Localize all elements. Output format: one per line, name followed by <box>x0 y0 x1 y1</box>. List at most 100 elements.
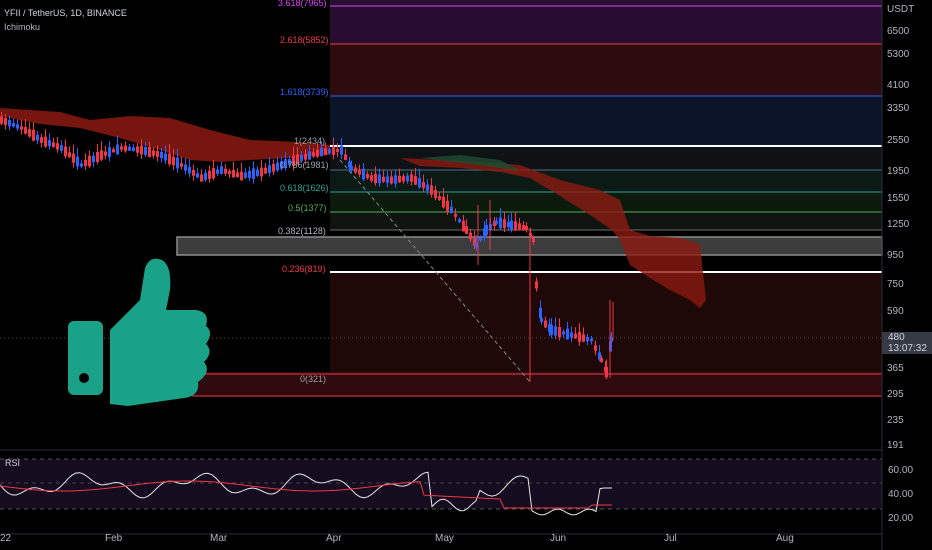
candle <box>370 175 373 181</box>
candle <box>196 173 199 178</box>
candle <box>32 129 35 141</box>
candle <box>236 172 239 178</box>
candle <box>473 238 476 246</box>
candle <box>68 152 71 158</box>
price-tick: 750 <box>887 279 904 290</box>
candle <box>598 352 601 360</box>
candle <box>438 196 441 200</box>
price-tick: 2550 <box>887 135 910 146</box>
fib-level-label: 0.5(1377) <box>288 203 327 213</box>
price-tick: 4100 <box>887 80 910 91</box>
candle <box>180 163 183 167</box>
rsi-ma-line <box>0 480 612 509</box>
candle <box>374 173 377 184</box>
candle <box>108 147 111 158</box>
candle <box>52 142 55 148</box>
candle <box>485 224 488 236</box>
time-tick: Feb <box>105 533 123 544</box>
candle <box>522 224 525 230</box>
time-tick: May <box>435 533 454 544</box>
candle <box>605 366 608 378</box>
fib-level-label: 0.382(1128) <box>278 226 326 236</box>
candle <box>164 153 167 161</box>
candle <box>422 182 425 189</box>
candle <box>558 327 561 337</box>
candle <box>168 153 171 165</box>
candle <box>493 221 496 227</box>
candle <box>574 333 577 339</box>
candle <box>354 167 357 173</box>
candle <box>172 156 175 166</box>
candle <box>332 146 335 155</box>
candle <box>320 147 323 157</box>
candle <box>582 334 585 342</box>
price-candles <box>0 111 614 382</box>
candle <box>100 150 103 160</box>
candle <box>300 155 303 161</box>
candle <box>442 196 445 208</box>
price-tick: 1950 <box>887 166 910 177</box>
candle <box>450 206 453 214</box>
fib-level-label: 3.618(7965) <box>278 0 327 8</box>
time-tick: Jul <box>664 533 677 544</box>
fib-level-label: 0.618(1626) <box>280 183 329 193</box>
candle <box>410 174 413 182</box>
candle <box>469 232 472 240</box>
candle <box>532 237 535 243</box>
candle <box>304 153 307 160</box>
rsi-label: RSI <box>5 458 21 468</box>
price-tick: 6500 <box>887 26 910 37</box>
candle <box>260 167 263 177</box>
candle <box>208 170 211 179</box>
candle <box>112 149 115 153</box>
candle <box>20 126 23 130</box>
candle <box>240 171 243 181</box>
symbol-title: YFII / TetherUS, 1D, BINANCE <box>4 8 127 18</box>
candle <box>232 169 235 178</box>
candle <box>128 146 131 151</box>
candle <box>350 165 353 171</box>
candle <box>483 228 486 238</box>
candle <box>554 326 557 336</box>
candle <box>600 358 603 362</box>
candle <box>566 328 569 340</box>
candle <box>148 146 151 158</box>
candle <box>465 226 468 234</box>
candle <box>216 169 219 174</box>
candle <box>284 159 287 169</box>
candle <box>64 146 67 157</box>
candle <box>394 175 397 184</box>
candle <box>535 281 538 289</box>
candle <box>40 137 43 143</box>
candle <box>4 118 7 126</box>
candle <box>36 134 39 141</box>
candle <box>252 168 255 179</box>
fib-level-label: 0(321) <box>300 374 327 384</box>
fib-level-label: 2.618(5852) <box>280 35 329 45</box>
candle <box>479 237 482 241</box>
candle <box>220 166 223 174</box>
candle <box>426 184 429 191</box>
candle <box>92 155 95 163</box>
candle <box>228 170 231 175</box>
candle <box>475 242 478 248</box>
rsi-tick-60: 60.00 <box>888 465 914 476</box>
candle <box>462 220 465 232</box>
candle <box>192 169 195 176</box>
candle <box>406 175 409 182</box>
time-tick: Aug <box>776 533 794 544</box>
time-tick: Jun <box>550 533 567 544</box>
candle <box>76 156 79 167</box>
time-tick: Mar <box>210 533 228 544</box>
candle <box>378 174 381 183</box>
candle <box>316 149 319 157</box>
candle <box>132 147 135 152</box>
candle <box>570 332 573 338</box>
current-price: 480 <box>888 332 905 343</box>
candle <box>140 145 143 155</box>
candle <box>116 144 119 155</box>
fib-level-label: 0.786(1981) <box>280 160 329 170</box>
rsi-tick-40: 40.00 <box>888 489 914 500</box>
candle <box>362 168 365 180</box>
